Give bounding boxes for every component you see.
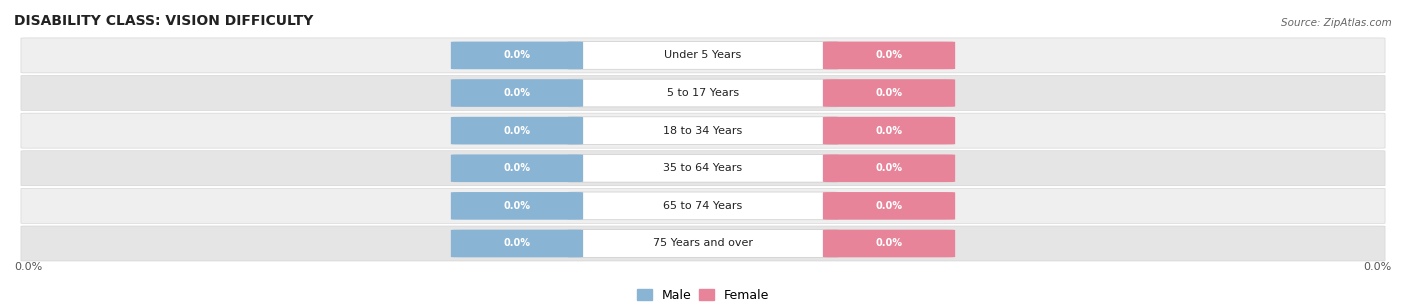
Text: Under 5 Years: Under 5 Years <box>665 50 741 60</box>
Text: DISABILITY CLASS: VISION DIFFICULTY: DISABILITY CLASS: VISION DIFFICULTY <box>14 13 314 27</box>
FancyBboxPatch shape <box>823 154 955 182</box>
FancyBboxPatch shape <box>823 117 955 145</box>
Text: 0.0%: 0.0% <box>503 239 530 249</box>
Text: 0.0%: 0.0% <box>503 88 530 98</box>
Text: 0.0%: 0.0% <box>876 163 903 173</box>
FancyBboxPatch shape <box>451 117 583 145</box>
Text: 0.0%: 0.0% <box>876 50 903 60</box>
Text: 0.0%: 0.0% <box>876 88 903 98</box>
FancyBboxPatch shape <box>568 192 838 220</box>
FancyBboxPatch shape <box>568 79 838 107</box>
Text: 0.0%: 0.0% <box>503 201 530 211</box>
FancyBboxPatch shape <box>21 38 1385 73</box>
FancyBboxPatch shape <box>451 41 583 69</box>
FancyBboxPatch shape <box>21 226 1385 261</box>
Text: 65 to 74 Years: 65 to 74 Years <box>664 201 742 211</box>
Text: 0.0%: 0.0% <box>876 126 903 136</box>
Text: 0.0%: 0.0% <box>876 239 903 249</box>
Text: 0.0%: 0.0% <box>503 126 530 136</box>
Text: 35 to 64 Years: 35 to 64 Years <box>664 163 742 173</box>
Text: Source: ZipAtlas.com: Source: ZipAtlas.com <box>1281 18 1392 27</box>
Text: 0.0%: 0.0% <box>503 163 530 173</box>
FancyBboxPatch shape <box>823 192 955 220</box>
FancyBboxPatch shape <box>21 188 1385 223</box>
Text: 5 to 17 Years: 5 to 17 Years <box>666 88 740 98</box>
FancyBboxPatch shape <box>568 117 838 145</box>
Text: 0.0%: 0.0% <box>1364 262 1392 272</box>
Text: 0.0%: 0.0% <box>503 50 530 60</box>
FancyBboxPatch shape <box>21 113 1385 148</box>
Text: 75 Years and over: 75 Years and over <box>652 239 754 249</box>
FancyBboxPatch shape <box>21 151 1385 186</box>
FancyBboxPatch shape <box>21 76 1385 110</box>
FancyBboxPatch shape <box>568 230 838 257</box>
FancyBboxPatch shape <box>823 230 955 257</box>
Text: 0.0%: 0.0% <box>876 201 903 211</box>
FancyBboxPatch shape <box>451 79 583 107</box>
FancyBboxPatch shape <box>451 230 583 257</box>
FancyBboxPatch shape <box>568 154 838 182</box>
FancyBboxPatch shape <box>568 41 838 69</box>
Text: 18 to 34 Years: 18 to 34 Years <box>664 126 742 136</box>
Text: 0.0%: 0.0% <box>14 262 42 272</box>
FancyBboxPatch shape <box>823 79 955 107</box>
FancyBboxPatch shape <box>451 192 583 220</box>
FancyBboxPatch shape <box>823 41 955 69</box>
FancyBboxPatch shape <box>451 154 583 182</box>
Legend: Male, Female: Male, Female <box>633 285 773 305</box>
